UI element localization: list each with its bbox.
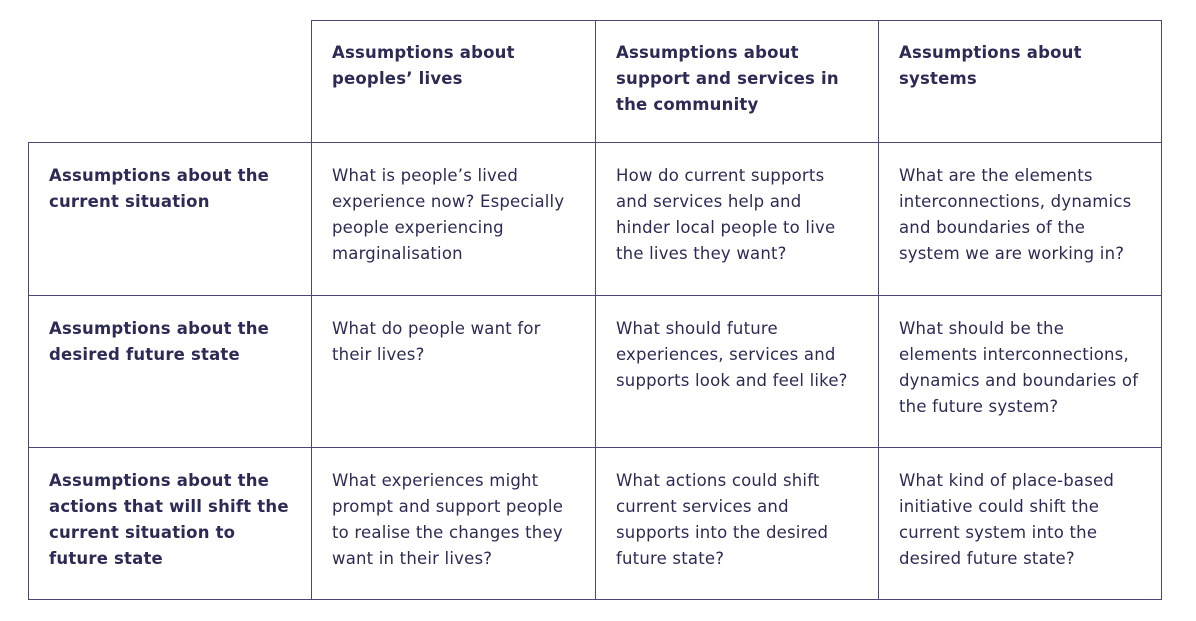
table-cell: What should future experiences, services… [595, 295, 878, 447]
column-header-support-services: Assumptions about support and services i… [595, 20, 878, 142]
row-header-current-situation: Assumptions about the current situation [28, 142, 311, 295]
table-cell: What do people want for their lives? [311, 295, 595, 447]
table-cell: What kind of place-based initiative coul… [878, 447, 1162, 600]
table-cell: What is people’s lived experience now? E… [311, 142, 595, 295]
table-cell: What should be the elements interconnect… [878, 295, 1162, 447]
assumptions-table: Assumptions about peoples’ lives Assumpt… [28, 20, 1162, 600]
row-header-actions: Assumptions about the actions that will … [28, 447, 311, 600]
column-header-systems: Assumptions about systems [878, 20, 1162, 142]
table-cell: How do current supports and services hel… [595, 142, 878, 295]
table-cell: What are the elements interconnections, … [878, 142, 1162, 295]
table-cell: What actions could shift current service… [595, 447, 878, 600]
column-header-peoples-lives: Assumptions about peoples’ lives [311, 20, 595, 142]
corner-cell [28, 20, 311, 142]
table-cell: What experiences might prompt and suppor… [311, 447, 595, 600]
row-header-desired-future-state: Assumptions about the desired future sta… [28, 295, 311, 447]
